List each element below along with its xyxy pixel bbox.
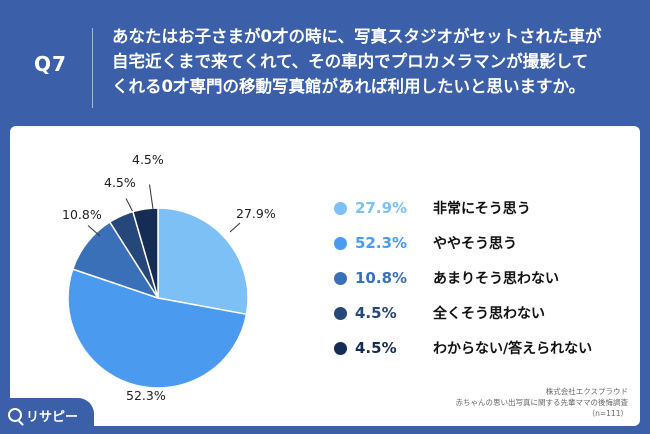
header-divider (92, 28, 93, 108)
legend-value: 10.8% (355, 269, 408, 287)
leader-line (87, 225, 101, 237)
legend-label: 全くそう思わない (433, 306, 545, 322)
pie-value-label: 10.8% (62, 207, 102, 222)
pie-value-label: 4.5% (132, 152, 164, 167)
legend-label: 非常にそう思う (433, 201, 531, 217)
legend-label: ややそう思う (433, 236, 517, 252)
pie-slice (157, 207, 249, 316)
pie-value-label: 52.3% (126, 388, 166, 403)
legend-item: 52.3% ややそう思う (334, 231, 634, 255)
question-line: くれる0才専門の移動写真館があれば利用したいと思いますか。 (112, 77, 586, 96)
source-sample-size: （n=111） (587, 409, 628, 418)
legend-label: わからない/答えられない (433, 341, 593, 357)
legend-value: 27.9% (355, 199, 408, 217)
header: Q7 あなたはお子さまが0才の時に、写真スタジオがセットされた車が 自宅近くまで… (0, 0, 650, 124)
legend-item: 4.5% わからない/答えられない (334, 336, 634, 360)
pie-value-label: 27.9% (236, 206, 276, 221)
logo: リサピー (0, 398, 94, 434)
legend-swatch (334, 341, 347, 355)
legend-item: 27.9% 非常にそう思う (334, 196, 634, 220)
legend-item: 10.8% あまりそう思わない (334, 266, 634, 290)
source-survey: 赤ちゃんの思い出写真に関する先輩ママの後悔調査 (455, 398, 629, 407)
question-line: 自宅近くまで来てくれて、その車内でプロカメラマンが撮影して (112, 52, 589, 71)
pie-value-label: 4.5% (104, 175, 136, 190)
legend-swatch (334, 236, 347, 250)
source-company: 株式会社エクスプラウド (545, 387, 628, 396)
leader-line (149, 184, 154, 210)
question-number: Q7 (34, 52, 67, 76)
search-icon (8, 408, 22, 422)
legend-value: 4.5% (355, 304, 397, 322)
logo-text: リサピー (26, 410, 79, 425)
legend-item: 4.5% 全くそう思わない (334, 301, 634, 325)
legend-swatch (334, 271, 347, 285)
pie-slice (67, 268, 248, 389)
pie-slice (131, 207, 159, 299)
question-text: あなたはお子さまが0才の時に、写真スタジオがセットされた車が 自宅近くまで来てく… (112, 24, 632, 99)
legend-swatch (334, 306, 347, 320)
legend-value: 4.5% (355, 339, 397, 357)
leader-line (229, 222, 241, 233)
legend-label: あまりそう思わない (433, 271, 559, 287)
question-line: あなたはお子さまが0才の時に、写真スタジオがセットされた車が (112, 27, 602, 46)
source-note: 株式会社エクスプラウド 赤ちゃんの思い出写真に関する先輩ママの後悔調査 （n=1… (328, 386, 629, 419)
legend-value: 52.3% (355, 234, 408, 252)
legend-swatch (334, 201, 347, 215)
